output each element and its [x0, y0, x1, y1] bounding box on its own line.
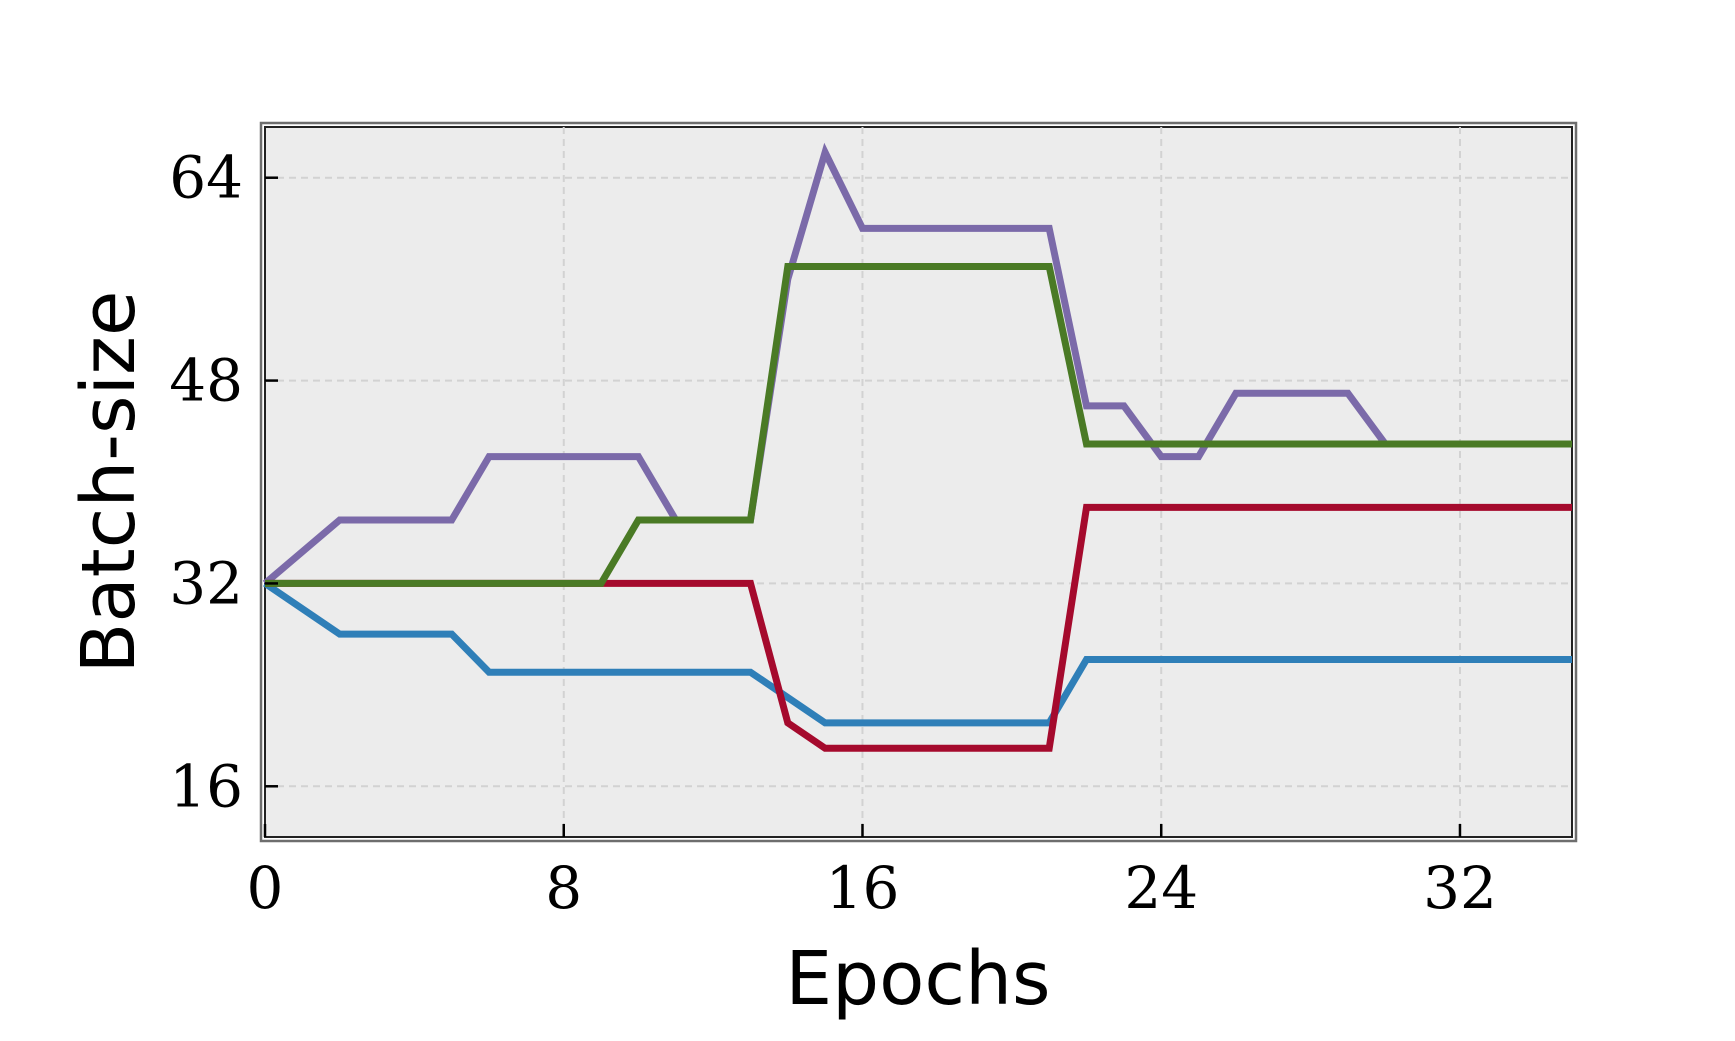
x-tick-label: 32: [1423, 854, 1497, 922]
axis-ticks: 0 8 16 24 32 16 32 48 64: [169, 144, 1497, 922]
y-tick-label: 32: [169, 549, 243, 617]
plot-frame-outer: [259, 121, 1578, 843]
x-tick-label: 16: [826, 854, 900, 922]
y-axis-title: Batch-size: [66, 291, 152, 674]
series-line-4: [265, 263, 1572, 587]
series-line-1: [262, 142, 1572, 587]
series-lines: [262, 142, 1572, 752]
series-line-2: [263, 580, 1572, 727]
x-tick-label: 8: [545, 854, 582, 922]
x-axis-title: Epochs: [785, 936, 1050, 1022]
y-tick-label: 64: [169, 144, 243, 212]
y-tick-label: 16: [169, 752, 243, 820]
x-tick-label: 24: [1124, 854, 1198, 922]
series-line-3: [265, 503, 1572, 752]
plot-background: [264, 126, 1573, 838]
y-tick-label: 48: [169, 347, 243, 415]
x-tick-label: 0: [247, 854, 284, 922]
